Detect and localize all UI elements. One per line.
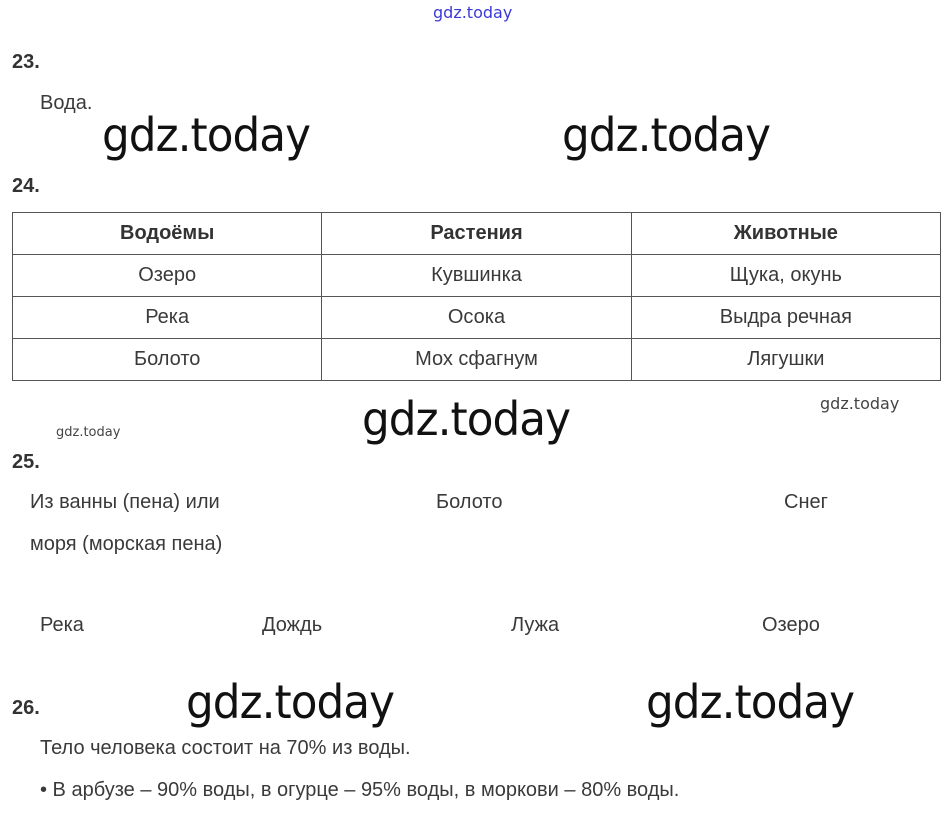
table-cell: Река bbox=[11, 296, 323, 339]
table-row: Озеро Кувшинка Щука, окунь bbox=[11, 254, 942, 297]
table-cell: Осока bbox=[321, 296, 632, 339]
task-25-number: 25. bbox=[12, 451, 40, 473]
task-24-number: 24. bbox=[12, 175, 40, 197]
table-row: Болото Мох сфагнум Лягушки bbox=[11, 338, 942, 381]
table-cell: Выдра речная bbox=[630, 296, 942, 339]
watermark: gdz.today bbox=[433, 3, 513, 22]
column-header: Растения bbox=[321, 212, 632, 255]
column-header: Водоёмы bbox=[11, 212, 323, 255]
answer-item: Из ванны (пена) или bbox=[30, 491, 220, 513]
table-cell: Лягушки bbox=[630, 338, 942, 381]
table-header-row: Водоёмы Растения Животные bbox=[11, 212, 942, 255]
watermark: gdz.today bbox=[102, 108, 311, 162]
watermark: gdz.today bbox=[186, 675, 395, 729]
answer-item: Болото bbox=[436, 491, 503, 513]
watermark: gdz.today bbox=[646, 675, 855, 729]
task-26-line: Тело человека состоит на 70% из воды. bbox=[40, 737, 411, 759]
task-23-number: 23. bbox=[12, 51, 40, 73]
table-row: Река Осока Выдра речная bbox=[11, 296, 942, 339]
answer-item: Дождь bbox=[262, 614, 323, 636]
answer-item: Река bbox=[40, 614, 84, 636]
table-cell: Кувшинка bbox=[321, 254, 632, 297]
column-header: Животные bbox=[630, 212, 942, 255]
answer-item: Озеро bbox=[762, 614, 820, 636]
table-cell: Мох сфагнум bbox=[321, 338, 632, 381]
task-23-answer: Вода. bbox=[40, 92, 93, 114]
task-26-line: • В арбузе – 90% воды, в огурце – 95% во… bbox=[40, 779, 680, 801]
answer-item: моря (морская пена) bbox=[30, 533, 223, 555]
table-cell: Щука, окунь bbox=[630, 254, 942, 297]
answer-item: Лужа bbox=[511, 614, 560, 636]
task-26-number: 26. bbox=[12, 697, 40, 719]
table-cell: Болото bbox=[11, 338, 323, 381]
answer-item: Снег bbox=[784, 491, 828, 513]
table-cell: Озеро bbox=[11, 254, 323, 297]
habitat-table: Водоёмы Растения Животные Озеро Кувшинка… bbox=[11, 212, 942, 381]
watermark: gdz.today bbox=[56, 425, 121, 440]
watermark: gdz.today bbox=[562, 108, 771, 162]
watermark: gdz.today bbox=[362, 392, 571, 446]
watermark: gdz.today bbox=[820, 394, 900, 413]
